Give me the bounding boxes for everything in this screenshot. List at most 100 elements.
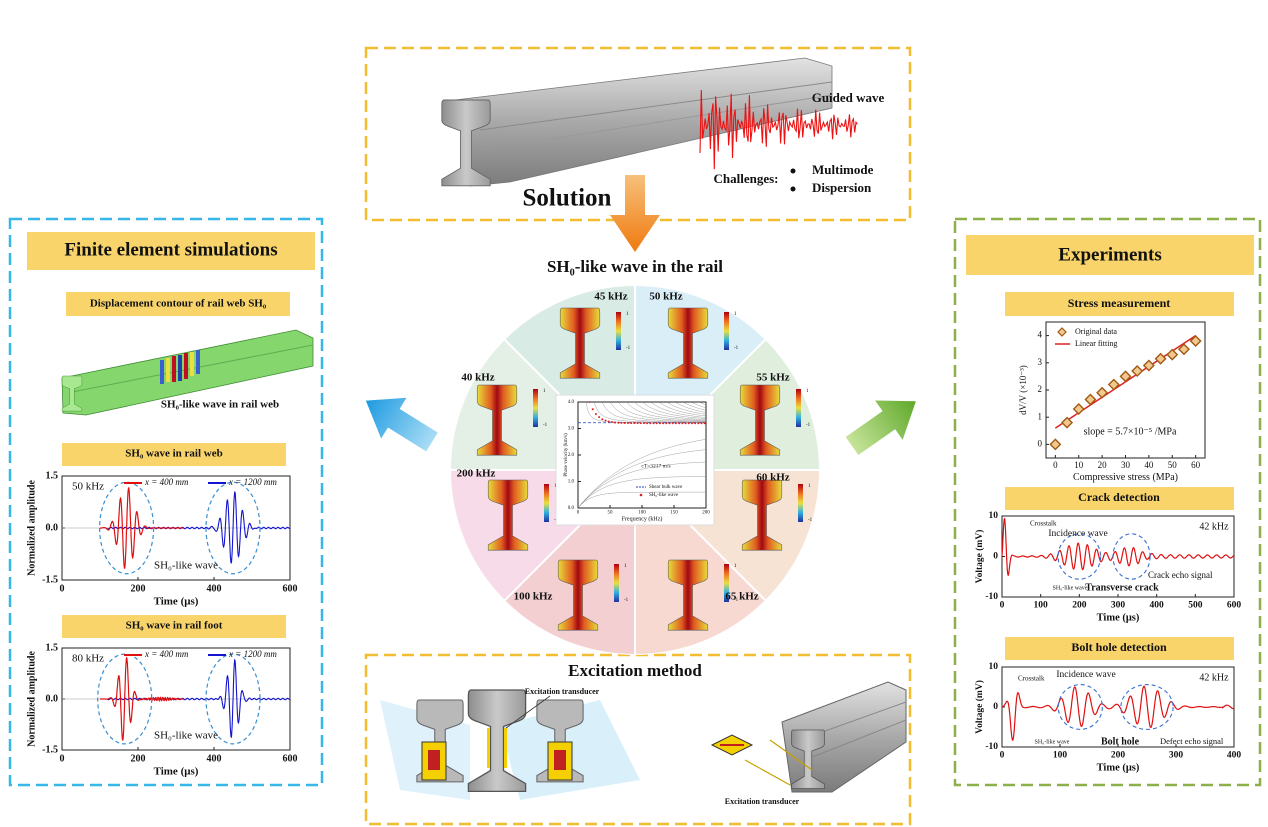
rail-field: [557, 559, 599, 631]
mode-dot: [588, 402, 591, 403]
annotation: SH₀-like wave: [154, 560, 218, 572]
x-tick-label: 10: [1074, 460, 1084, 470]
annotation: SH₀-like wave: [1053, 585, 1088, 591]
y-tick-label: 4.0: [568, 400, 575, 405]
mode-dot: [652, 422, 655, 425]
mode-curve: [674, 402, 706, 413]
mode-dot: [607, 420, 610, 423]
mode-curve: [579, 461, 706, 507]
x-tick-label: 50: [1168, 460, 1178, 470]
mode-curve: [579, 476, 706, 507]
x-tick-label: 400: [1150, 601, 1165, 611]
mode-curves: [578, 402, 706, 507]
frame-right: [953, 217, 1262, 787]
rail-field: [476, 384, 518, 456]
mode-dot: [620, 421, 623, 424]
frequency-label: 45 kHz: [594, 291, 627, 303]
colorbar-label: -1: [734, 346, 739, 351]
y-tick-label: 0: [993, 702, 998, 712]
data-point: [1096, 386, 1109, 399]
y-tick-label: 1.5: [46, 470, 59, 481]
x-tick-label: 20: [1098, 460, 1108, 470]
legend-label: x = 1200 mm: [228, 649, 277, 659]
colorbar-label: -1: [734, 598, 739, 603]
annotation: Transverse crack: [1085, 582, 1159, 593]
plot-frame: [577, 401, 707, 509]
mode-dot: [630, 422, 633, 425]
mode-curve: [593, 402, 706, 423]
mode-dot: [690, 422, 693, 425]
colorbar-label: 1: [626, 312, 629, 317]
y-tick-label: 0: [1038, 438, 1043, 448]
colorbar: [796, 389, 801, 427]
frame-bottom: [364, 653, 912, 826]
x-axis-label: Frequency (kHz): [622, 515, 663, 522]
mode-dot: [639, 422, 642, 425]
rail-field: [741, 479, 783, 551]
y-tick-label: -1.5: [42, 574, 58, 585]
mode-dot: [684, 422, 687, 425]
challenge: Multimode: [812, 162, 874, 177]
x-tick-label: 30: [1121, 460, 1131, 470]
x-tick-label: 200: [1111, 751, 1126, 761]
mode-curve: [610, 402, 706, 422]
rail-field: [559, 307, 601, 379]
colorbar-label: 1: [734, 564, 737, 569]
banner: [66, 292, 290, 316]
x-tick-label: 500: [1188, 601, 1203, 611]
x-tick-label: 200: [702, 511, 710, 516]
annotation: Bolt hole: [1101, 736, 1140, 747]
mode-dot: [655, 422, 658, 425]
x-axis-label: Time (μs): [1097, 612, 1140, 623]
y-tick-label: -10: [985, 592, 998, 602]
frequency-label: 50 kHz: [649, 291, 682, 303]
colorbar: [724, 564, 729, 602]
frequency-label: 42 kHz: [1199, 521, 1229, 532]
rail-field: [667, 559, 709, 631]
banner-title: SH₀ wave in rail web: [125, 448, 222, 460]
banner: [966, 235, 1254, 275]
mode-dot: [623, 421, 626, 424]
frequency-label: 42 kHz: [1199, 672, 1229, 683]
mode-dot: [598, 416, 601, 419]
legend-label: Shear bulk wave: [649, 485, 683, 490]
frequency-label: 50 kHz: [72, 481, 104, 493]
x-tick-label: 100: [1034, 601, 1049, 611]
data-point: [1061, 416, 1074, 429]
mode-curve: [579, 491, 706, 507]
frequency-label: 40 kHz: [461, 372, 494, 384]
legend-label: x = 400 mm: [144, 477, 189, 487]
y-axis-label: Normalized amplitude: [26, 651, 37, 747]
legend-label: SH₀-like wave: [649, 493, 679, 498]
annotation: Defect echo signal: [1160, 736, 1224, 746]
mode-dot: [674, 422, 677, 425]
y-tick-label: -10: [985, 742, 998, 752]
plot-frame: [1045, 321, 1206, 459]
legend-label: Original data: [1075, 327, 1117, 336]
annotation: SH₀-like wave: [154, 730, 218, 742]
x-axis-label: Compressive stress (MPa): [1073, 472, 1178, 483]
mode-dot: [662, 422, 665, 425]
section-title: SH₀-like wave in the rail: [547, 257, 723, 276]
x-tick-label: 200: [131, 583, 146, 594]
guided-wave-label: Guided wave: [812, 90, 885, 105]
y-tick-label: 2: [1038, 384, 1043, 394]
y-tick-label: 1.0: [568, 480, 575, 485]
banner: [1005, 637, 1234, 660]
rail-field: [667, 307, 709, 379]
colorbar-label: 1: [808, 484, 811, 489]
colorbar-label: 1: [624, 564, 627, 569]
legend-dot: [639, 493, 643, 497]
mode-dot: [665, 422, 668, 425]
x-tick-label: 150: [670, 511, 678, 516]
data-point: [1177, 343, 1190, 356]
frequency-label: 80 kHz: [72, 653, 104, 665]
y-tick-label: 10: [989, 662, 999, 672]
y-tick-label: -1.5: [42, 744, 58, 755]
x-tick-label: 0: [1053, 460, 1058, 470]
waveform: [100, 656, 184, 741]
mode-dot: [610, 421, 613, 424]
x-axis-label: Time (μs): [154, 766, 199, 778]
frequency-label: 60 kHz: [756, 472, 789, 484]
